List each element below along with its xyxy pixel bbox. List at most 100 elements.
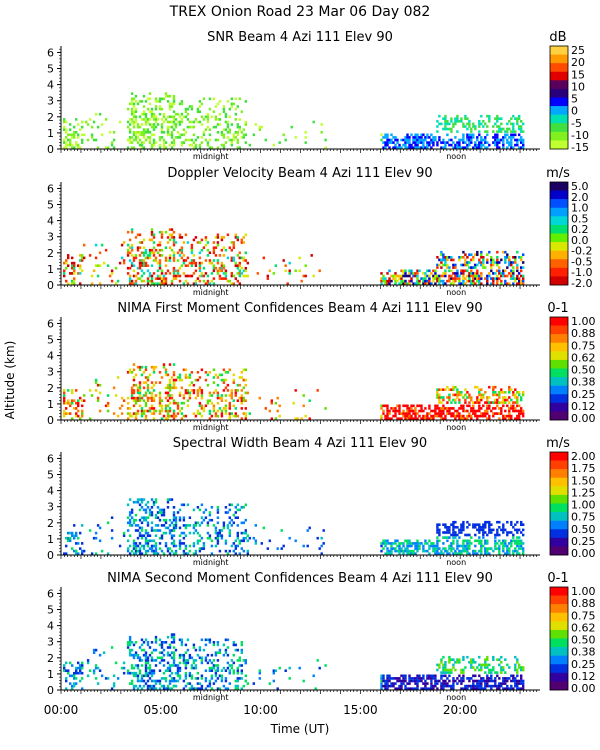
echo-cell (432, 674, 435, 678)
echo-cell (148, 254, 152, 257)
echo-cell (436, 396, 439, 399)
echo-cell (498, 417, 501, 420)
echo-cell (156, 118, 160, 121)
echo-cell (434, 409, 437, 413)
echo-cell (514, 256, 517, 259)
echo-cell (216, 651, 220, 654)
echo-cells (63, 228, 525, 285)
echo-cell (458, 679, 461, 683)
echo-cell (400, 417, 403, 420)
colorbar-units: m/s (546, 436, 570, 451)
echo-cell (230, 394, 233, 397)
echo-cell (178, 394, 182, 397)
echo-cell (456, 533, 459, 537)
echo-cell (416, 679, 419, 683)
echo-cell (476, 143, 479, 147)
echo-cell (244, 674, 247, 678)
echo-cell (476, 398, 479, 402)
echo-cell (520, 146, 523, 149)
echo-cell (408, 544, 411, 548)
echo-cell (98, 409, 102, 413)
echo-cell (406, 682, 409, 685)
echo-cell (178, 653, 182, 657)
y-tick-label: 0 (47, 279, 54, 292)
echo-cell (508, 412, 511, 415)
echo-cell (462, 677, 465, 680)
echo-cell (404, 282, 407, 285)
echo-cell (232, 513, 235, 517)
echo-cell (166, 409, 170, 413)
echo-cell (400, 274, 403, 278)
echo-cell (146, 386, 150, 390)
echo-cell (468, 138, 471, 142)
echo-cell (522, 279, 525, 283)
echo-cell (462, 272, 465, 275)
echo-cell (166, 236, 170, 239)
echo-cell (226, 524, 230, 527)
echo-cell (128, 274, 132, 278)
echo-cell (426, 136, 429, 139)
echo-cell (498, 141, 501, 144)
echo-cell (470, 266, 473, 269)
echo-cell (450, 412, 453, 415)
echo-cell (168, 107, 172, 111)
echo-cell (220, 529, 224, 532)
echo-cell (422, 677, 425, 680)
echo-cell (444, 526, 447, 529)
echo-cell (400, 674, 403, 678)
echo-cell (188, 682, 192, 685)
echo-cell (154, 248, 158, 252)
echo-cell (242, 274, 245, 278)
echo-cell (128, 266, 132, 270)
echo-cell (494, 412, 497, 415)
y-tick-label: 2 (47, 111, 54, 124)
echo-cell (160, 236, 164, 239)
echo-cell (224, 409, 228, 413)
echo-cell (414, 272, 417, 275)
echo-cell (222, 643, 226, 647)
echo-cell (512, 125, 515, 128)
echo-cell (134, 131, 138, 134)
colorbar-swatch (550, 486, 568, 496)
y-tick-label: 1 (47, 533, 54, 546)
echo-cell (192, 412, 196, 415)
echo-cell (146, 643, 150, 647)
echo-cell (388, 542, 391, 545)
echo-cell (440, 674, 443, 678)
echo-cell (148, 646, 152, 649)
echo-cell (408, 409, 411, 413)
echo-cell (470, 282, 473, 285)
echo-cell (170, 102, 174, 106)
echo-cell (138, 391, 142, 395)
echo-cell (79, 259, 82, 262)
echo-cell (452, 528, 455, 532)
echo-cell (254, 524, 257, 527)
echo-cell (218, 123, 222, 126)
echo-cell (154, 682, 158, 685)
echo-cell (384, 684, 387, 688)
echo-cell (194, 264, 198, 267)
echo-cell (182, 414, 186, 418)
echo-cell (384, 417, 387, 420)
echo-cell (512, 393, 515, 397)
echo-cell (506, 520, 509, 524)
echo-cell (394, 146, 397, 149)
echo-cell (90, 274, 94, 278)
echo-cell (136, 246, 140, 249)
echo-cell (230, 503, 233, 507)
echo-cell (478, 398, 481, 402)
echo-cell (486, 277, 489, 280)
echo-cell (73, 136, 76, 139)
echo-cell (514, 117, 517, 120)
echo-cell (204, 115, 208, 119)
echo-cell (380, 542, 383, 545)
echo-cell (466, 409, 469, 413)
echo-cell (140, 261, 144, 265)
echo-cell (148, 279, 152, 283)
echo-cell (454, 274, 457, 278)
echo-cell (204, 282, 208, 285)
echo-cell (150, 279, 154, 283)
echo-cell (384, 277, 387, 280)
echo-cell (480, 272, 483, 275)
echo-cell (240, 110, 243, 113)
